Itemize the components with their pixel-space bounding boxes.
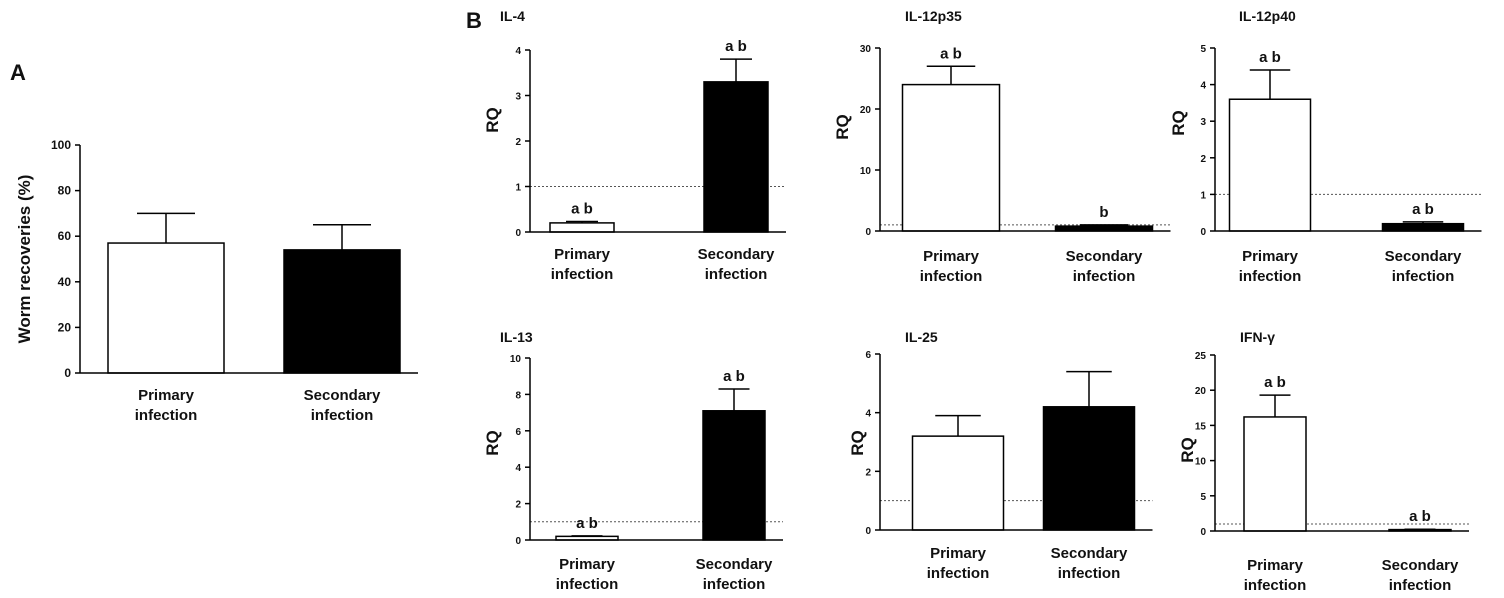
bar xyxy=(1042,406,1136,531)
bar xyxy=(283,249,401,374)
category-label: Primary infection xyxy=(1239,248,1302,285)
y-tick-label: 6 xyxy=(515,427,521,438)
y-tick-label: 10 xyxy=(1195,457,1207,468)
category-label: Secondary infection xyxy=(696,556,773,593)
significance-label: a b xyxy=(1264,374,1286,391)
significance-label: a b xyxy=(723,368,745,385)
category-label: Primary infection xyxy=(551,246,614,283)
chart-title: IL-25 xyxy=(905,329,938,345)
chart-title: IL-4 xyxy=(500,8,525,24)
chart-1: IL-4 RQ a b Primary infection a b Secondary inf… xyxy=(483,8,786,283)
bar xyxy=(911,435,1005,531)
y-tick-label: 20 xyxy=(1195,386,1207,397)
category-label: Secondary infection xyxy=(1066,248,1143,285)
chart-title: IL-12p35 xyxy=(905,8,962,24)
significance-label: a b xyxy=(1259,49,1281,66)
y-tick-label: 6 xyxy=(865,350,871,361)
y-tick-label: 4 xyxy=(1200,81,1206,92)
chart-title: IFN-γ xyxy=(1240,329,1275,345)
y-tick-label: 1 xyxy=(1200,190,1206,201)
significance-label: a b xyxy=(571,201,593,218)
y-tick-label: 0 xyxy=(64,366,71,380)
y-tick-label: 0 xyxy=(865,526,871,537)
category-label: Primary infection xyxy=(927,545,990,582)
bar xyxy=(901,83,1001,232)
y-tick-label: 4 xyxy=(515,46,521,57)
significance-label: a b xyxy=(940,45,962,62)
y-axis-label: RQ xyxy=(1169,110,1188,136)
y-axis-label: RQ xyxy=(833,114,852,140)
y-axis-label: RQ xyxy=(483,107,502,133)
y-tick-label: 4 xyxy=(865,409,871,420)
y-tick-label: 3 xyxy=(515,92,521,103)
chart-title: IL-12p40 xyxy=(1239,8,1296,24)
y-tick-label: 60 xyxy=(58,229,72,243)
y-axis-label: RQ xyxy=(848,430,867,456)
chart-0: Worm recoveries (%) Primary infection Secon… xyxy=(15,138,418,424)
panel-label-a: A xyxy=(10,60,26,85)
bar xyxy=(1381,222,1465,232)
category-label: Secondary infection xyxy=(698,246,775,283)
category-label: Secondary infection xyxy=(1051,545,1128,582)
category-label: Secondary infection xyxy=(1385,248,1462,285)
y-tick-label: 8 xyxy=(515,390,521,401)
panel-label-b: B xyxy=(466,8,482,33)
category-label: Primary infection xyxy=(135,387,198,424)
y-tick-label: 0 xyxy=(1200,227,1206,238)
category-label: Secondary infection xyxy=(1382,557,1459,594)
bar xyxy=(1228,98,1312,232)
bar xyxy=(702,410,766,541)
bar xyxy=(549,222,615,233)
y-tick-label: 1 xyxy=(515,183,521,194)
chart-3: IL-12p40 RQ a b Primary infection a b Secondar… xyxy=(1169,8,1482,285)
significance-label: a b xyxy=(725,38,747,55)
bar xyxy=(107,242,225,374)
bar xyxy=(703,81,769,233)
y-tick-label: 2 xyxy=(1200,154,1206,165)
y-tick-label: 2 xyxy=(515,137,521,148)
y-tick-label: 20 xyxy=(860,105,872,116)
y-tick-label: 10 xyxy=(860,166,872,177)
y-tick-label: 4 xyxy=(515,463,521,474)
y-tick-label: 10 xyxy=(510,354,522,365)
chart-4: IL-13 RQ a b Primary infection a b Secondary in… xyxy=(483,329,783,593)
y-tick-label: 0 xyxy=(515,536,521,547)
category-label: Primary infection xyxy=(1244,557,1307,594)
chart-5: IL-25 RQ Primary infection Secondary infectio… xyxy=(848,329,1153,582)
bar xyxy=(1243,416,1307,532)
y-axis-label: Worm recoveries (%) xyxy=(15,175,34,344)
significance-label: a b xyxy=(1412,201,1434,218)
y-tick-label: 80 xyxy=(58,184,72,198)
y-tick-label: 0 xyxy=(1200,527,1206,538)
category-label: Secondary infection xyxy=(304,387,381,424)
y-axis-label: RQ xyxy=(483,430,502,456)
category-label: Primary infection xyxy=(920,248,983,285)
chart-6: IFN-γ RQ a b Primary infection a b Secondary in… xyxy=(1178,329,1469,594)
y-tick-label: 2 xyxy=(515,500,521,511)
y-tick-label: 5 xyxy=(1200,492,1206,503)
y-tick-label: 25 xyxy=(1195,351,1207,362)
y-tick-label: 3 xyxy=(1200,117,1206,128)
category-label: Primary infection xyxy=(556,556,619,593)
significance-label: a b xyxy=(1409,508,1431,525)
significance-label: a b xyxy=(576,515,598,532)
y-tick-label: 2 xyxy=(865,467,871,478)
y-tick-label: 0 xyxy=(515,228,521,239)
y-tick-label: 40 xyxy=(58,275,72,289)
y-axis-label: RQ xyxy=(1178,437,1197,463)
y-tick-label: 15 xyxy=(1195,421,1207,432)
chart-title: IL-13 xyxy=(500,329,533,345)
y-tick-label: 0 xyxy=(865,227,871,238)
y-tick-label: 30 xyxy=(860,44,872,55)
chart-2: IL-12p35 RQ a b Primary infection b Secondary i… xyxy=(833,8,1171,285)
significance-label: b xyxy=(1099,204,1108,221)
y-tick-label: 5 xyxy=(1200,44,1206,55)
y-tick-label: 100 xyxy=(51,138,71,152)
y-tick-label: 20 xyxy=(58,320,72,334)
